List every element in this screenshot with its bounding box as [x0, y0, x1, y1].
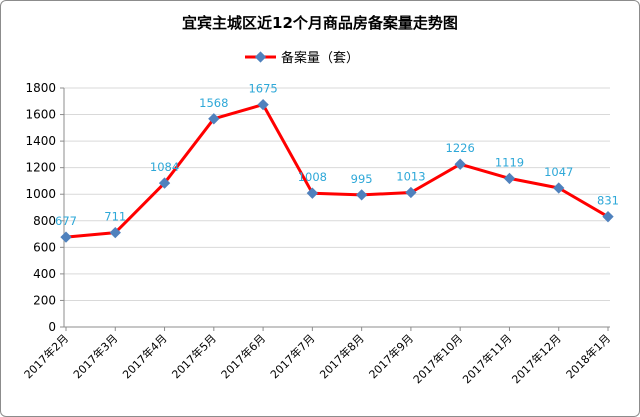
y-tick-label: 0	[48, 320, 56, 334]
x-tick-label: 2017年8月	[317, 331, 367, 381]
data-point	[257, 98, 269, 111]
y-tick-label: 1400	[25, 134, 56, 148]
data-point	[405, 186, 417, 199]
x-tick-label: 2017年9月	[366, 331, 416, 381]
data-label: 1226	[446, 141, 475, 155]
x-tick-label: 2017年12月	[509, 331, 564, 386]
y-tick-label: 200	[33, 293, 56, 307]
y-tick-label: 800	[33, 214, 56, 228]
data-point	[503, 172, 516, 185]
data-point	[553, 182, 565, 194]
x-tick-label: 2017年11月	[459, 331, 514, 386]
x-tick-label: 2017年5月	[169, 331, 219, 381]
x-tick-label: 2018年1月	[563, 331, 613, 381]
data-label: 1013	[396, 169, 425, 183]
data-point	[355, 189, 368, 201]
data-label: 677	[55, 214, 77, 228]
y-tick-label: 600	[33, 240, 56, 254]
data-label: 1119	[495, 155, 524, 169]
legend-label: 备案量（套）	[281, 50, 359, 66]
chart-title: 宜宾主城区近12个月商品房备案量走势图	[182, 14, 458, 32]
data-point	[60, 231, 72, 243]
x-axis-ticks: 2017年2月 2017年3月 2017年4月 2017年5月 2017年6月 2017年…	[21, 327, 613, 386]
y-axis-ticks: 0 200 400 600 800 1000 1200 1400 1600 1800	[25, 81, 64, 334]
data-label: 1008	[298, 170, 327, 184]
y-tick-label: 400	[33, 267, 56, 281]
data-label: 995	[351, 172, 373, 186]
data-label: 1047	[544, 165, 573, 179]
data-label: 1675	[248, 82, 277, 96]
y-tick-label: 1600	[25, 108, 56, 122]
data-label: 711	[104, 210, 126, 224]
data-label: 831	[597, 194, 619, 208]
y-tick-label: 1800	[25, 81, 56, 95]
data-labels: 677 711 1084 1568 1675 1008 995 1013 1226 1119 104…	[55, 82, 619, 229]
x-tick-label: 2017年10月	[410, 331, 465, 386]
gridlines	[63, 87, 610, 328]
data-label: 1084	[150, 160, 179, 174]
y-tick-label: 1200	[25, 161, 56, 175]
x-tick-label: 2017年6月	[218, 331, 268, 381]
data-point	[158, 177, 171, 189]
series-line	[65, 103, 609, 239]
y-tick-label: 1000	[25, 187, 56, 201]
data-point	[602, 211, 614, 223]
legend: 备案量（套）	[245, 50, 359, 66]
x-tick-label: 2017年7月	[267, 331, 317, 381]
x-tick-label: 2017年4月	[119, 331, 169, 381]
series-line-group	[65, 103, 609, 239]
data-point	[306, 187, 319, 199]
data-point	[454, 158, 466, 170]
x-tick-label: 2017年3月	[70, 331, 120, 381]
data-label: 1568	[199, 96, 228, 110]
x-tick-label: 2017年2月	[21, 331, 71, 381]
legend-marker	[254, 51, 267, 63]
